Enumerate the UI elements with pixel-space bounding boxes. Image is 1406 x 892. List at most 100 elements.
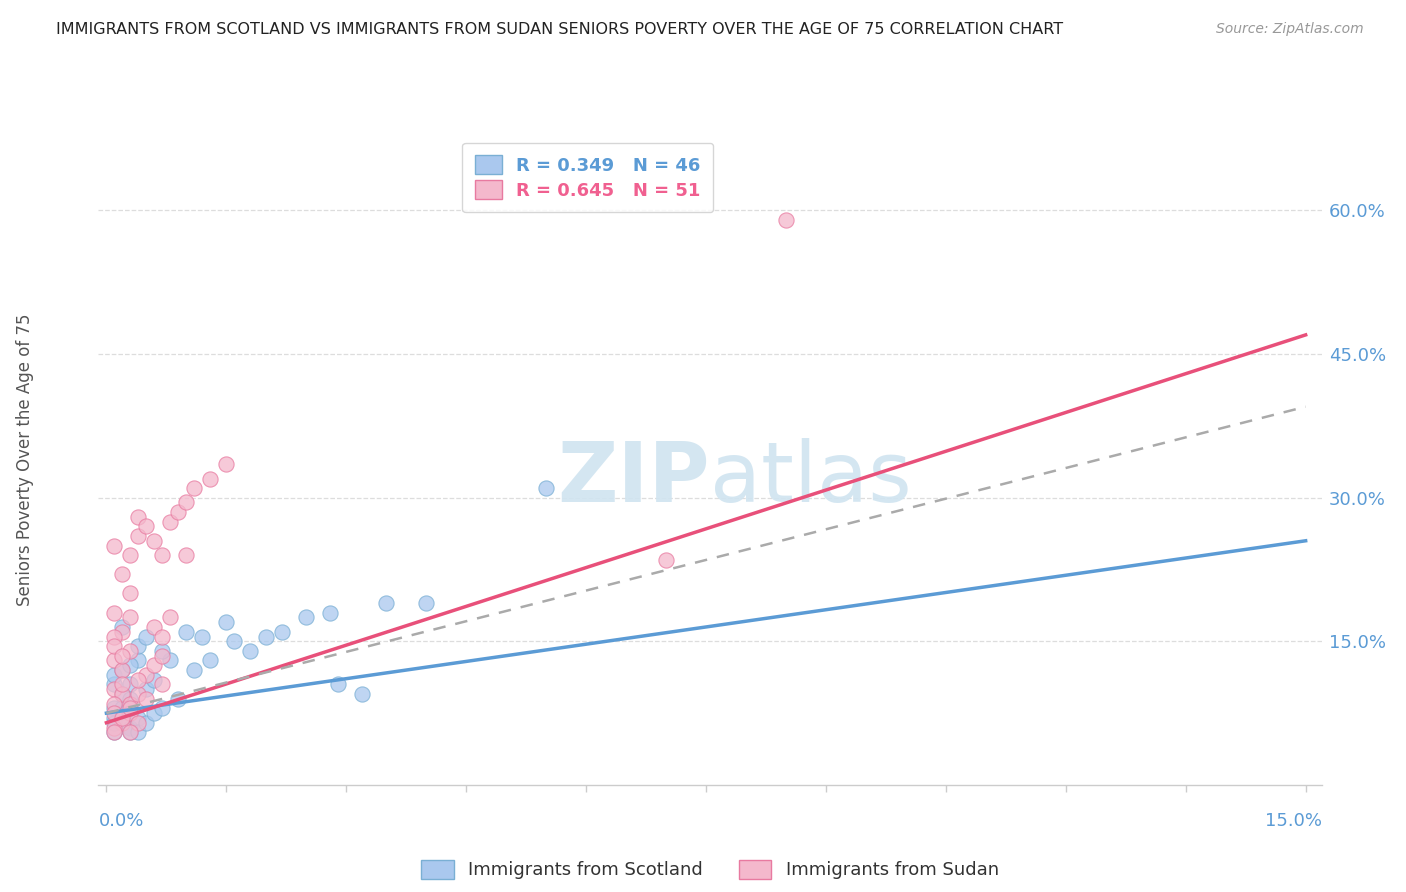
Point — [111, 663, 134, 677]
Point — [120, 691, 142, 706]
Point — [375, 596, 398, 610]
Point — [150, 630, 173, 644]
Point — [200, 471, 222, 485]
Point — [127, 715, 149, 730]
Point — [183, 481, 205, 495]
Point — [103, 539, 125, 553]
Text: IMMIGRANTS FROM SCOTLAND VS IMMIGRANTS FROM SUDAN SENIORS POVERTY OVER THE AGE O: IMMIGRANTS FROM SCOTLAND VS IMMIGRANTS F… — [56, 22, 1063, 37]
Legend: Immigrants from Scotland, Immigrants from Sudan: Immigrants from Scotland, Immigrants fro… — [413, 853, 1007, 887]
Point — [111, 701, 134, 715]
Text: Source: ZipAtlas.com: Source: ZipAtlas.com — [1216, 22, 1364, 37]
Point — [127, 639, 149, 653]
Point — [111, 620, 134, 634]
Point — [415, 596, 437, 610]
Point — [159, 610, 181, 624]
Point — [135, 682, 157, 697]
Point — [200, 653, 222, 667]
Point — [103, 653, 125, 667]
Point — [150, 644, 173, 658]
Point — [127, 725, 149, 739]
Point — [111, 624, 134, 639]
Point — [127, 529, 149, 543]
Point — [127, 711, 149, 725]
Point — [150, 648, 173, 663]
Point — [215, 615, 238, 630]
Point — [120, 658, 142, 673]
Point — [127, 509, 149, 524]
Point — [103, 711, 125, 725]
Point — [120, 677, 142, 691]
Point — [127, 673, 149, 687]
Point — [135, 519, 157, 533]
Point — [120, 721, 142, 735]
Point — [775, 213, 797, 227]
Point — [143, 658, 166, 673]
Point — [135, 630, 157, 644]
Point — [176, 624, 198, 639]
Point — [103, 715, 125, 730]
Point — [127, 687, 149, 701]
Point — [143, 533, 166, 548]
Point — [120, 706, 142, 720]
Point — [534, 481, 557, 495]
Point — [655, 553, 678, 567]
Point — [191, 630, 214, 644]
Point — [103, 677, 125, 691]
Point — [103, 668, 125, 682]
Point — [150, 701, 173, 715]
Point — [120, 701, 142, 715]
Point — [111, 648, 134, 663]
Point — [176, 495, 198, 509]
Point — [176, 548, 198, 562]
Text: atlas: atlas — [710, 438, 911, 519]
Point — [143, 620, 166, 634]
Point — [215, 457, 238, 471]
Point — [150, 548, 173, 562]
Text: ZIP: ZIP — [558, 438, 710, 519]
Point — [239, 644, 262, 658]
Point — [120, 725, 142, 739]
Point — [103, 697, 125, 711]
Point — [120, 697, 142, 711]
Point — [103, 639, 125, 653]
Point — [135, 668, 157, 682]
Point — [352, 687, 374, 701]
Point — [143, 673, 166, 687]
Point — [111, 711, 134, 725]
Point — [103, 682, 125, 697]
Point — [135, 691, 157, 706]
Point — [127, 653, 149, 667]
Point — [319, 606, 342, 620]
Point — [111, 687, 134, 701]
Point — [224, 634, 246, 648]
Point — [167, 691, 190, 706]
Point — [103, 725, 125, 739]
Point — [103, 706, 125, 720]
Point — [111, 715, 134, 730]
Point — [103, 725, 125, 739]
Point — [120, 644, 142, 658]
Point — [103, 630, 125, 644]
Point — [150, 677, 173, 691]
Point — [328, 677, 350, 691]
Point — [120, 586, 142, 600]
Text: Seniors Poverty Over the Age of 75: Seniors Poverty Over the Age of 75 — [17, 313, 34, 606]
Point — [271, 624, 294, 639]
Point — [135, 715, 157, 730]
Point — [111, 715, 134, 730]
Point — [103, 701, 125, 715]
Point — [120, 725, 142, 739]
Point — [159, 653, 181, 667]
Point — [111, 677, 134, 691]
Point — [159, 515, 181, 529]
Point — [103, 606, 125, 620]
Text: 0.0%: 0.0% — [98, 812, 143, 830]
Point — [120, 548, 142, 562]
Text: 15.0%: 15.0% — [1264, 812, 1322, 830]
Point — [143, 706, 166, 720]
Point — [120, 610, 142, 624]
Point — [111, 663, 134, 677]
Point — [167, 505, 190, 519]
Point — [111, 687, 134, 701]
Point — [111, 567, 134, 582]
